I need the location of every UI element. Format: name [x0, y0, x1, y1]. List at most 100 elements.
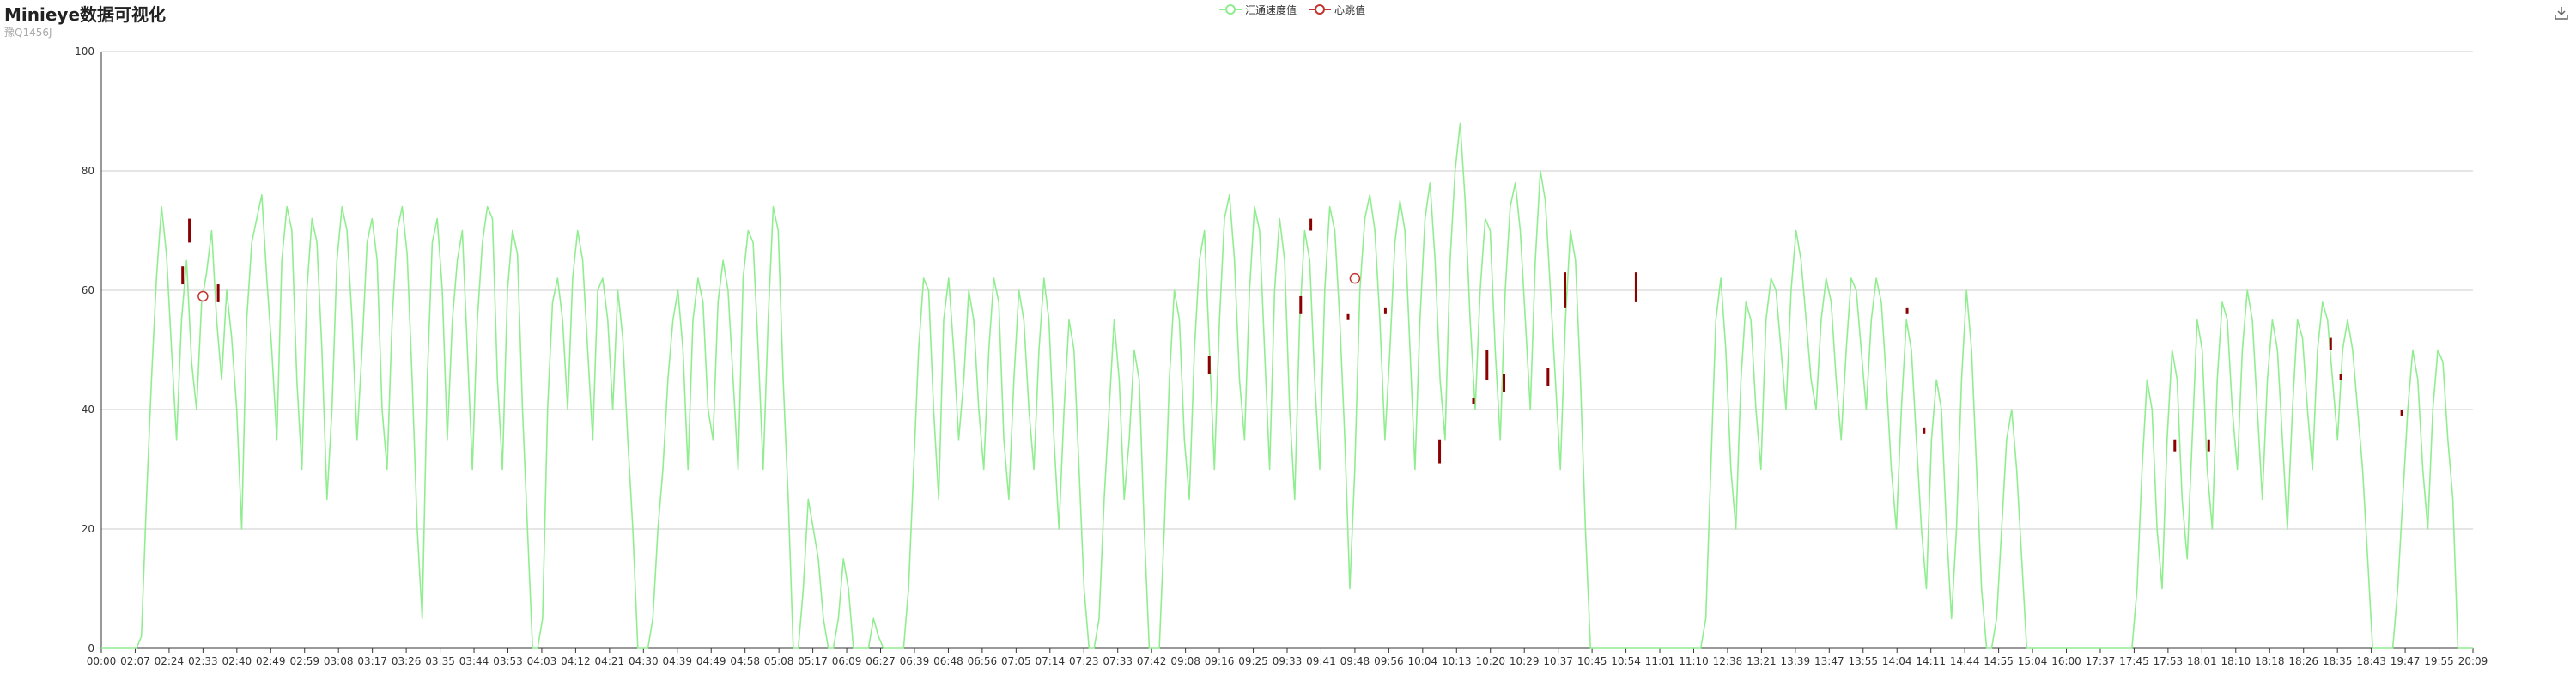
x-tick-label: 14:55 [1984, 655, 2014, 667]
series-layer [101, 122, 2473, 649]
heartbeat-bar [1309, 218, 1313, 231]
x-tick-label: 03:17 [357, 655, 387, 667]
heartbeat-bar [2400, 410, 2403, 416]
y-tick-label: 20 [82, 523, 94, 535]
x-tick-label: 13:39 [1781, 655, 1811, 667]
x-tick-label: 07:42 [1137, 655, 1167, 667]
x-tick-label: 09:16 [1205, 655, 1235, 667]
x-tick-label: 19:55 [2424, 655, 2454, 667]
x-tick-label: 03:26 [392, 655, 422, 667]
x-tick-label: 06:27 [866, 655, 896, 667]
x-tick-label: 17:53 [2154, 655, 2184, 667]
y-tick-label: 80 [82, 165, 94, 177]
heartbeat-bar [216, 284, 220, 302]
heartbeat-bar [2339, 374, 2342, 380]
heartbeat-bar [1564, 272, 1567, 308]
heartbeat-bar [2207, 439, 2210, 452]
x-tick-label: 10:45 [1577, 655, 1607, 667]
heartbeat-bar [1923, 427, 1926, 434]
x-tick-label: 10:37 [1543, 655, 1573, 667]
x-tick-label: 02:07 [120, 655, 150, 667]
x-tick-label: 18:01 [2187, 655, 2217, 667]
x-tick-label: 09:56 [1374, 655, 1404, 667]
heartbeat-bar [188, 218, 191, 243]
x-tick-label: 03:35 [425, 655, 455, 667]
x-tick-label: 00:00 [87, 655, 117, 667]
x-tick-label: 03:44 [459, 655, 489, 667]
legend-item-heartbeat[interactable]: 心跳值 [1309, 3, 1365, 17]
legend-label-heartbeat: 心跳值 [1334, 3, 1366, 16]
circle-line-icon [1219, 4, 1242, 15]
legend-label-speed: 汇通速度值 [1245, 3, 1297, 16]
y-tick-label: 0 [88, 642, 94, 654]
heartbeat-bar [1546, 368, 1550, 386]
x-tick-label: 06:56 [968, 655, 998, 667]
x-tick-label: 05:17 [798, 655, 828, 667]
x-tick-label: 10:13 [1442, 655, 1472, 667]
download-button[interactable] [2554, 5, 2569, 21]
heartbeat-bar [1383, 307, 1387, 314]
x-tick-label: 18:35 [2323, 655, 2353, 667]
x-tick-label: 07:05 [1001, 655, 1031, 667]
x-tick-label: 12:38 [1713, 655, 1743, 667]
x-tick-label: 05:08 [764, 655, 794, 667]
heartbeat-bar [1207, 356, 1211, 374]
x-tick-label: 14:11 [1916, 655, 1946, 667]
x-tick-label: 11:01 [1645, 655, 1675, 667]
x-tick-label: 07:23 [1069, 655, 1099, 667]
x-tick-label: 17:37 [2086, 655, 2116, 667]
x-tick-label: 18:18 [2255, 655, 2285, 667]
x-tick-label: 11:10 [1679, 655, 1709, 667]
x-tick-label: 20:09 [2458, 655, 2488, 667]
chart-subtitle: 豫Q1456J [4, 27, 52, 39]
x-tick-label: 04:21 [595, 655, 625, 667]
legend-item-speed[interactable]: 汇通速度值 [1219, 3, 1297, 17]
heartbeat-point-layer [197, 272, 1361, 302]
heartbeat-bar [1905, 307, 1909, 314]
x-tick-label: 07:14 [1036, 655, 1066, 667]
heartbeat-bar [1634, 272, 1637, 302]
heartbeat-bar [1438, 439, 1442, 464]
heartbeat-bar [2329, 337, 2332, 350]
heartbeat-bar [1346, 313, 1350, 320]
x-tick-label: 04:03 [527, 655, 557, 667]
x-tick-label: 10:04 [1408, 655, 1438, 667]
chart-title: Minieye数据可视化 [4, 4, 167, 25]
x-tick-label: 14:44 [1950, 655, 1980, 667]
x-tick-label: 16:00 [2051, 655, 2081, 667]
x-tick-label: 04:30 [629, 655, 659, 667]
x-tick-label: 06:48 [933, 655, 963, 667]
heartbeat-point [197, 290, 209, 302]
axis-layer: 0 20 40 60 80 100 00:00 02:07 02:24 02:33 02:40 02:… [75, 46, 2488, 667]
heartbeat-bar [181, 266, 185, 285]
x-tick-label: 18:10 [2221, 655, 2251, 667]
heartbeat-bar [2173, 439, 2177, 452]
x-tick-label: 09:25 [1238, 655, 1268, 667]
x-tick-label: 10:20 [1475, 655, 1505, 667]
x-tick-label: 03:08 [324, 655, 354, 667]
x-tick-label: 04:58 [730, 655, 760, 667]
download-icon [2555, 7, 2568, 20]
heartbeat-bar [1503, 374, 1506, 392]
x-tick-label: 02:33 [188, 655, 218, 667]
heartbeat-bar [1485, 350, 1489, 380]
x-tick-label: 02:24 [155, 655, 185, 667]
x-tick-label: 09:08 [1170, 655, 1200, 667]
y-tick-label: 100 [75, 46, 94, 58]
x-tick-label: 10:29 [1510, 655, 1540, 667]
chart-legend: 汇通速度值 心跳值 [1219, 2, 1377, 17]
x-tick-label: 04:12 [561, 655, 591, 667]
y-tick-label: 60 [82, 284, 94, 296]
x-tick-label: 13:21 [1747, 655, 1777, 667]
heartbeat-bar [1472, 398, 1475, 404]
x-tick-label: 15:04 [2018, 655, 2048, 667]
x-tick-label: 04:39 [662, 655, 692, 667]
heartbeat-bar [1299, 295, 1303, 314]
x-tick-label: 18:26 [2288, 655, 2318, 667]
x-tick-label: 07:33 [1103, 655, 1133, 667]
x-tick-label: 13:55 [1848, 655, 1878, 667]
heartbeat-bar-layer [181, 218, 2403, 464]
heartbeat-point [1349, 272, 1361, 284]
x-tick-label: 10:54 [1611, 655, 1641, 667]
x-tick-label: 03:53 [493, 655, 523, 667]
